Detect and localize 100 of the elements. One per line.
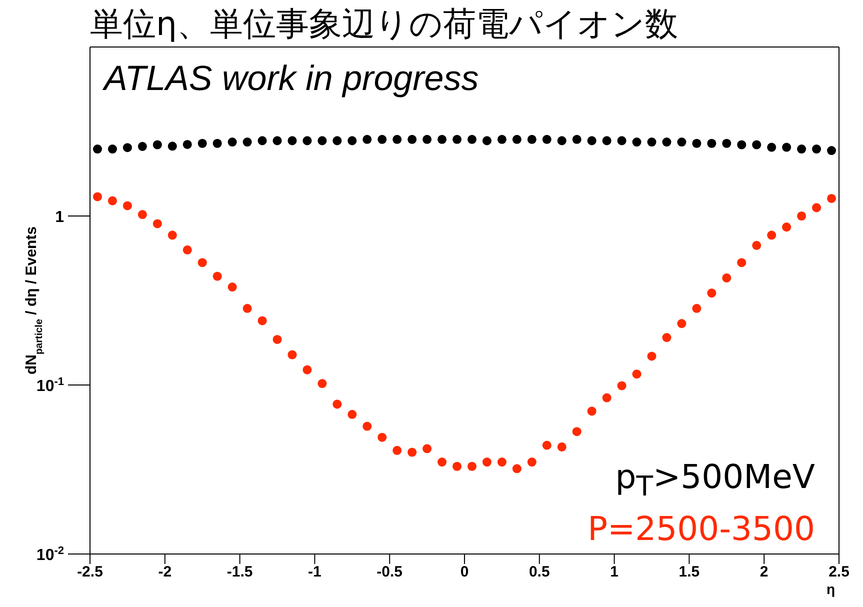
x-tick-label: -1 (308, 564, 322, 581)
point (302, 136, 312, 146)
point (617, 381, 626, 390)
point (497, 458, 506, 467)
x-tick-label: 0.5 (528, 564, 550, 581)
point (348, 136, 357, 146)
point (228, 138, 237, 147)
point (467, 134, 477, 144)
point (692, 304, 702, 313)
point (422, 134, 432, 144)
point (572, 134, 582, 144)
x-tick-label: 1 (610, 564, 618, 581)
point (587, 406, 596, 416)
y-tick-label: 10$^{-2}$ (36, 545, 64, 564)
point (92, 144, 102, 154)
point (812, 203, 822, 212)
point (707, 138, 716, 148)
point (258, 316, 267, 326)
y-tick-label: 10$^{-1}$ (36, 376, 64, 395)
annotation: ATLAS work in progress (104, 59, 479, 99)
point (497, 134, 506, 144)
point (692, 138, 702, 148)
point (767, 142, 776, 152)
point (122, 143, 132, 152)
point (647, 138, 656, 147)
point (392, 134, 402, 144)
point (108, 144, 117, 154)
point (152, 219, 162, 228)
point (168, 142, 177, 151)
point (302, 365, 312, 374)
point (182, 245, 192, 254)
point (647, 352, 656, 361)
x-tick-label: -0.5 (376, 564, 403, 581)
point (318, 379, 327, 388)
point (92, 192, 102, 202)
point (422, 444, 432, 454)
y-tick-label: 1 (55, 209, 64, 226)
point (467, 462, 477, 471)
point (152, 140, 162, 150)
point (392, 446, 402, 455)
point (408, 448, 417, 457)
point (198, 138, 207, 148)
point (752, 240, 762, 250)
point (512, 134, 522, 144)
point (122, 201, 132, 210)
point (797, 144, 806, 154)
point (797, 211, 806, 221)
x-tick-label: 2 (760, 564, 768, 581)
x-axis-title: η (826, 581, 835, 597)
point (362, 134, 372, 144)
point (212, 272, 222, 281)
point (767, 230, 776, 240)
point (602, 393, 612, 402)
point (557, 442, 566, 452)
x-tick-label: -2 (158, 564, 172, 581)
point (258, 136, 267, 146)
point (826, 194, 836, 203)
point (662, 333, 672, 342)
point (677, 138, 686, 147)
point (182, 140, 192, 149)
point (737, 258, 746, 268)
point (332, 400, 342, 409)
point (242, 138, 252, 147)
point (272, 136, 282, 146)
point (332, 136, 342, 146)
x-tick-label: -1.5 (226, 564, 253, 581)
point (722, 273, 732, 282)
x-tick-label: -2.5 (77, 564, 103, 581)
point (557, 136, 566, 146)
point (452, 462, 462, 471)
point (438, 134, 447, 144)
point (212, 138, 222, 148)
text: p$_{T}$>500MeV (614, 456, 815, 505)
point (752, 140, 762, 150)
point (198, 258, 207, 268)
point (318, 136, 327, 146)
x-tick-label: 2.5 (828, 564, 850, 581)
point (362, 422, 372, 431)
point (408, 134, 417, 144)
point (782, 222, 792, 232)
point (512, 464, 522, 474)
point (737, 140, 746, 150)
point (542, 440, 552, 450)
point (438, 458, 447, 467)
point (138, 210, 147, 220)
point (452, 134, 462, 144)
point (138, 142, 147, 151)
point (378, 432, 387, 442)
point (677, 319, 686, 328)
point (242, 304, 252, 313)
point (542, 134, 552, 144)
point (826, 146, 836, 156)
point (632, 138, 642, 147)
point (572, 427, 582, 436)
chart-title: 単位η、単位事象辺りの荷電パイオン数 (90, 3, 678, 45)
point (482, 458, 492, 467)
point (662, 138, 672, 147)
point (632, 370, 642, 379)
point (707, 288, 716, 298)
point (168, 230, 177, 240)
